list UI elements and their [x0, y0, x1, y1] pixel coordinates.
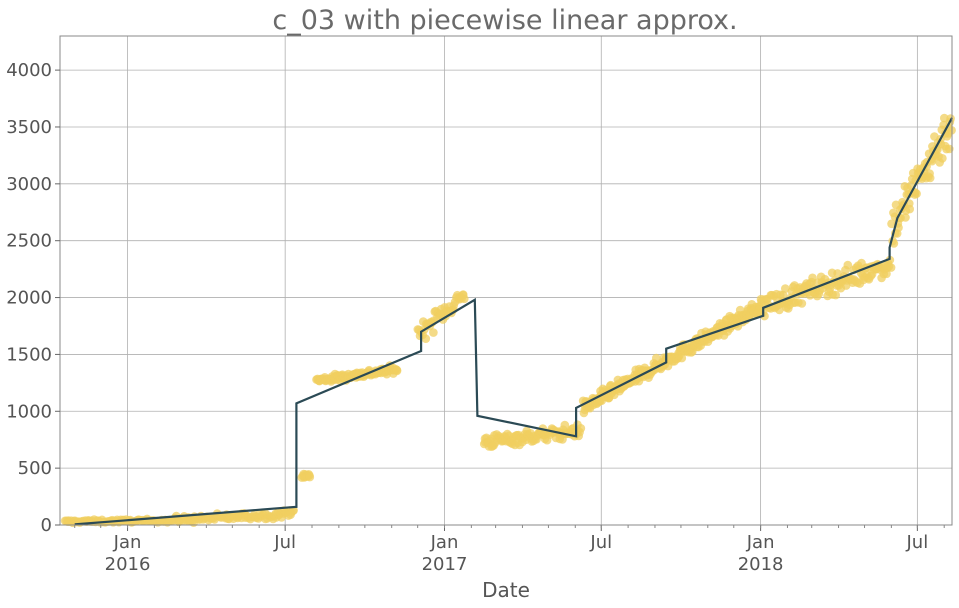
y-tick-label: 3000: [6, 174, 52, 195]
y-tick-label: 4000: [6, 60, 52, 81]
scatter-point: [778, 290, 788, 300]
y-tick-label: 2000: [6, 288, 52, 309]
x-tick-label: Jan: [113, 532, 142, 553]
y-axis: 0 500 1000 1500 2000 2500 3000 3500 4000: [6, 60, 60, 536]
y-tick-label: 1500: [6, 344, 52, 365]
scatter-point: [392, 366, 402, 376]
scatter-point: [887, 219, 896, 229]
x-tick-label: Jul: [273, 532, 296, 553]
scatter-point: [912, 189, 921, 198]
y-tick-label: 2500: [6, 231, 52, 252]
scatter-point: [305, 472, 315, 482]
y-tick-label: 500: [18, 458, 52, 479]
scatter-point: [843, 260, 853, 270]
scatter-point: [460, 294, 469, 304]
scatter-point: [885, 255, 895, 265]
scatter-point: [901, 213, 910, 222]
x-tick-year-label: 2017: [422, 554, 468, 575]
scatter-point: [886, 263, 896, 272]
scatter-point: [925, 173, 935, 183]
piecewise-linear-fit: [74, 117, 953, 526]
scatter-point: [429, 328, 438, 337]
chart-title: c_03 with piecewise linear approx.: [272, 5, 737, 36]
scatter-point: [938, 154, 947, 163]
x-tick-year-label: 2016: [105, 554, 151, 575]
scatter-point: [781, 284, 790, 293]
scatter-points: [60, 113, 956, 528]
y-tick-label: 0: [41, 515, 52, 536]
x-tick-label: Jul: [905, 532, 928, 553]
grid: [60, 36, 952, 526]
y-tick-label: 1000: [6, 401, 52, 422]
x-tick-label: Jul: [589, 532, 612, 553]
scatter-point: [797, 299, 807, 308]
plot-frame: [59, 35, 953, 526]
fit-line: [74, 117, 953, 526]
scatter-point: [905, 204, 914, 214]
scatter-point: [421, 334, 431, 344]
x-axis-label: Date: [482, 578, 530, 602]
scatter-point: [560, 420, 570, 430]
x-tick-label: Jan: [430, 532, 459, 553]
scatter-point: [677, 353, 687, 363]
scatter-point: [831, 290, 840, 300]
x-tick-label: Jan: [746, 532, 775, 553]
scatter-point: [775, 305, 784, 315]
x-tick-year-label: 2018: [738, 554, 784, 575]
scatter-point: [576, 424, 586, 433]
y-tick-label: 3500: [6, 117, 52, 138]
scatter-point: [945, 144, 954, 154]
